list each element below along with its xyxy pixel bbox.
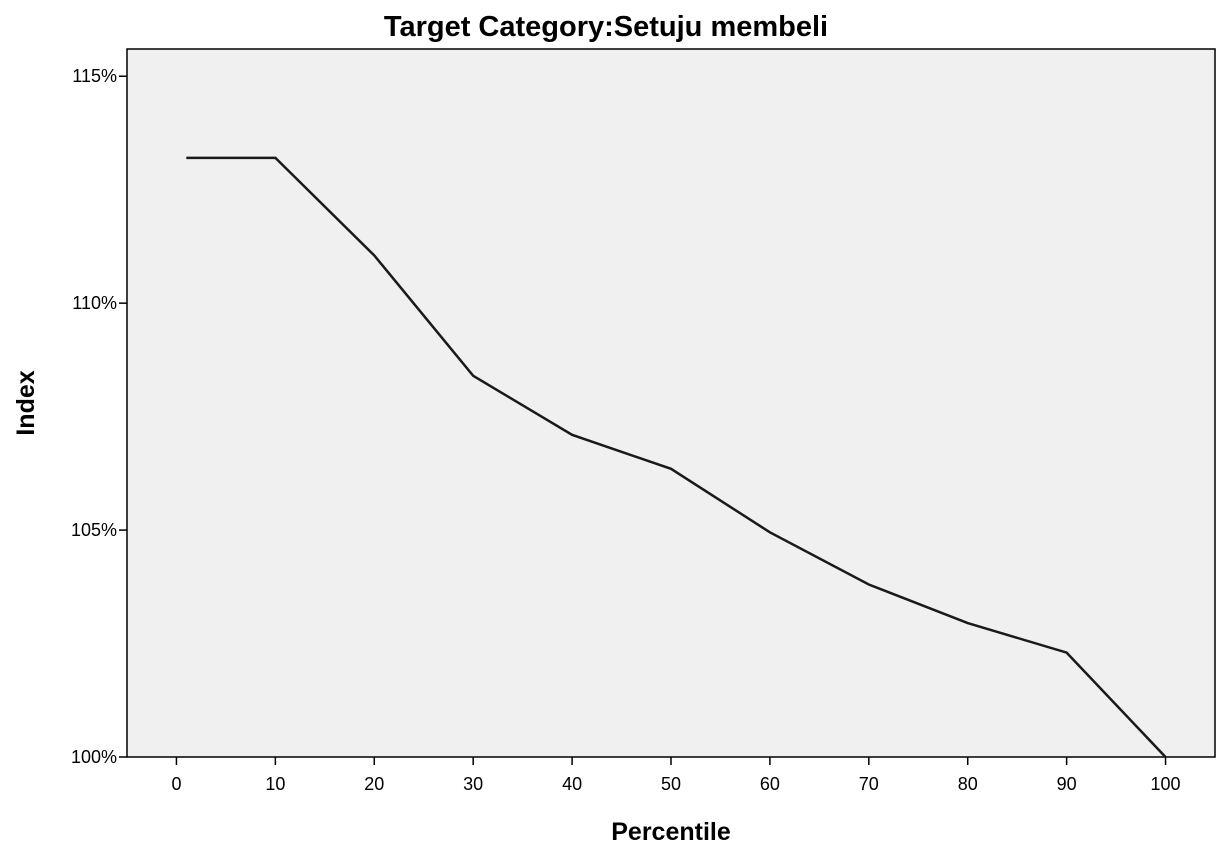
x-tick-label: 40: [562, 774, 582, 794]
x-tick-label: 80: [958, 774, 978, 794]
x-tick-label: 30: [463, 774, 483, 794]
y-tick-label: 115%: [72, 66, 117, 86]
x-axis-ticks: 0 10 20 30 40 50 60 70 80 90 100: [171, 757, 1181, 794]
chart-title: Target Category:Setuju membeli: [384, 11, 828, 43]
y-axis-ticks: 100% 105% 110% 115%: [71, 66, 127, 767]
series-layer: [186, 156, 1167, 758]
x-tick-label: 100: [1151, 774, 1181, 794]
x-tick-label: 20: [364, 774, 384, 794]
x-tick-label: 90: [1057, 774, 1077, 794]
x-tick-label: 60: [760, 774, 780, 794]
y-tick-label: 100%: [71, 747, 117, 767]
x-tick-label: 10: [265, 774, 285, 794]
y-tick-label: 105%: [71, 520, 117, 540]
x-tick-label: 70: [859, 774, 879, 794]
y-tick-label: 110%: [72, 293, 117, 313]
y-axis-label: Index: [12, 370, 40, 435]
series-line: [186, 156, 1167, 758]
x-axis-label: Percentile: [611, 818, 731, 846]
x-tick-label: 0: [171, 774, 181, 794]
plot-area: [126, 48, 1216, 758]
x-tick-label: 50: [661, 774, 681, 794]
